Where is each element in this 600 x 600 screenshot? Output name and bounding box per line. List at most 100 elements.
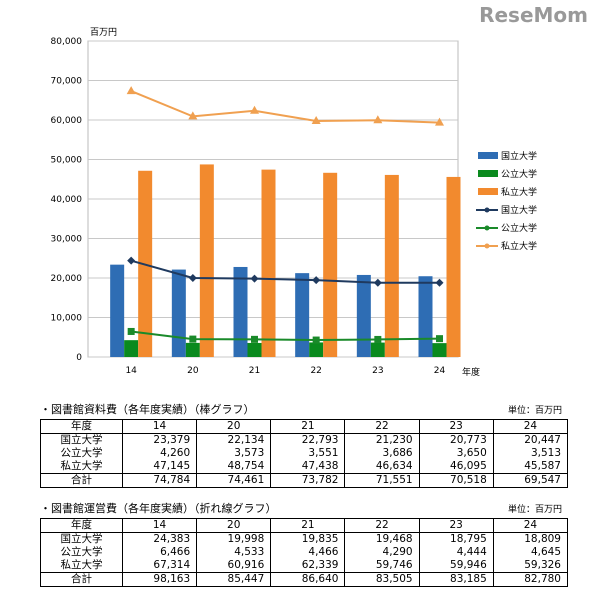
table-cell: 4,444 xyxy=(418,546,494,559)
marker-diamond xyxy=(250,274,259,283)
bar-0 xyxy=(356,274,371,357)
bar-2 xyxy=(323,172,338,357)
table-cell: 20 xyxy=(196,518,272,533)
table-cell: 22 xyxy=(344,419,420,434)
table-cell: 21,230 xyxy=(344,433,420,447)
table-cell: 23,379 xyxy=(121,433,198,447)
y-tick-label: 60,000 xyxy=(51,116,83,126)
table-cell: 私立大学 xyxy=(40,460,123,474)
table-cell: 公立大学 xyxy=(40,546,123,559)
table-cell: 47,438 xyxy=(270,460,346,474)
bar-1 xyxy=(370,342,385,357)
marker-square xyxy=(189,335,197,343)
marker-square xyxy=(436,335,443,343)
table-cell: 3,551 xyxy=(270,447,346,460)
bar-1 xyxy=(247,342,262,357)
table-header-row: 年度 14 20 21 22 23 24 xyxy=(40,419,569,434)
legend-label: 私立大学 xyxy=(501,240,537,252)
table-cell: 70,518 xyxy=(418,473,494,488)
marker-diamond xyxy=(435,278,444,287)
table-cell: 4,260 xyxy=(121,447,198,460)
legend-label: 国立大学 xyxy=(501,150,537,162)
table-cell: 24 xyxy=(492,419,569,434)
x-tick-label: 20 xyxy=(187,366,199,376)
x-tick-label: 24 xyxy=(434,366,446,376)
table-cell: 20,447 xyxy=(492,433,569,447)
bar-2 xyxy=(446,176,461,357)
table-cell: 74,461 xyxy=(196,473,272,488)
table-cell: 83,185 xyxy=(418,572,494,587)
table-cell: 21 xyxy=(270,419,346,434)
table-cell: 22 xyxy=(344,518,420,533)
table-cell: 19,998 xyxy=(196,532,272,546)
table1-unit: 単位：百万円 xyxy=(507,406,562,416)
y-tick-label: 10,000 xyxy=(51,314,83,324)
table-cell: 46,095 xyxy=(418,460,494,474)
table-cell: 62,339 xyxy=(270,559,346,573)
marker-square xyxy=(312,336,320,344)
table-cell: 公立大学 xyxy=(40,447,123,460)
bar-2 xyxy=(261,169,276,357)
x-tick-label: 23 xyxy=(372,366,383,376)
marker-diamond xyxy=(312,276,321,285)
table-total-row: 合計 98,163 85,447 86,640 83,505 83,185 82,780 xyxy=(40,572,569,587)
x-tick-label: 22 xyxy=(310,366,321,376)
y-tick-label: 80,000 xyxy=(51,37,83,47)
table-operating-cost: 年度 14 20 21 22 23 24 国立大学 24,383 19,998 19,835 19,4… xyxy=(40,518,569,587)
marker-square xyxy=(251,335,258,343)
marker-square xyxy=(127,327,135,335)
line-1 xyxy=(131,330,440,342)
line-0 xyxy=(130,259,440,284)
table-cell: 83,505 xyxy=(344,572,420,587)
table-cell: 年度 xyxy=(40,518,123,533)
table-cell: 年度 xyxy=(40,419,123,434)
table-cell: 85,447 xyxy=(196,572,272,587)
marker-square xyxy=(374,335,382,343)
table-cell: 71,551 xyxy=(344,473,420,488)
x-axis-label: 年度 xyxy=(462,366,480,378)
table-cell: 合計 xyxy=(40,473,123,488)
y-tick-label: 50,000 xyxy=(51,156,83,166)
table-cell: 私立大学 xyxy=(40,559,123,573)
table-cell: 45,587 xyxy=(492,460,569,474)
table-cell: 47,145 xyxy=(121,460,198,474)
table-cell: 82,780 xyxy=(492,572,569,587)
x-tick-label: 14 xyxy=(125,366,137,376)
table-cell: 4,533 xyxy=(196,546,272,559)
table-cell: 3,573 xyxy=(196,447,272,460)
y-tick-label: 30,000 xyxy=(51,235,83,245)
table-cell: 14 xyxy=(121,419,198,434)
table-cell: 86,640 xyxy=(270,572,346,587)
table-cell: 20 xyxy=(196,419,272,434)
x-tick-label: 21 xyxy=(249,366,260,376)
table-cell: 18,809 xyxy=(492,532,569,546)
table-cell: 合計 xyxy=(40,572,123,587)
table-cell: 23 xyxy=(418,419,494,434)
bar-0 xyxy=(110,264,125,357)
table-cell: 24,383 xyxy=(121,532,198,546)
bar-2 xyxy=(384,174,399,357)
table-cell: 69,547 xyxy=(492,473,569,488)
table-row: 私立大学 67,314 60,916 62,339 59,746 59,946 59,326 xyxy=(40,559,569,573)
table-cell: 20,773 xyxy=(418,433,494,447)
chart: 0 10,000 20,000 30,000 40,000 50,000 60,000 70,… xyxy=(51,27,538,378)
bar-1 xyxy=(432,343,447,357)
table-row: 私立大学 47,145 48,754 47,438 46,634 46,095 45,587 xyxy=(40,460,569,474)
table-cell: 3,513 xyxy=(492,447,569,460)
table-cell: 19,835 xyxy=(270,532,346,546)
table-cell: 21 xyxy=(270,518,346,533)
table-row: 公立大学 4,260 3,573 3,551 3,686 3,650 3,513 xyxy=(40,447,569,460)
table1-caption: ・図書館資料費（各年度実績）（棒グラフ） xyxy=(40,403,255,416)
table-total-row: 合計 74,784 74,461 73,782 71,551 70,518 69,547 xyxy=(40,473,569,488)
table-cell: 67,314 xyxy=(121,559,198,573)
marker-diamond xyxy=(188,274,197,283)
table2-caption: ・図書館運営費（各年度実績）（折れ線グラフ） xyxy=(40,502,277,515)
table-cell: 73,782 xyxy=(270,473,346,488)
table-cell: 4,466 xyxy=(270,546,346,559)
bar-0 xyxy=(418,276,433,357)
table-cell: 4,290 xyxy=(344,546,420,559)
table-cell: 98,163 xyxy=(121,572,198,587)
table-cell: 22,134 xyxy=(196,433,272,447)
legend-bar-swatch xyxy=(478,188,498,195)
